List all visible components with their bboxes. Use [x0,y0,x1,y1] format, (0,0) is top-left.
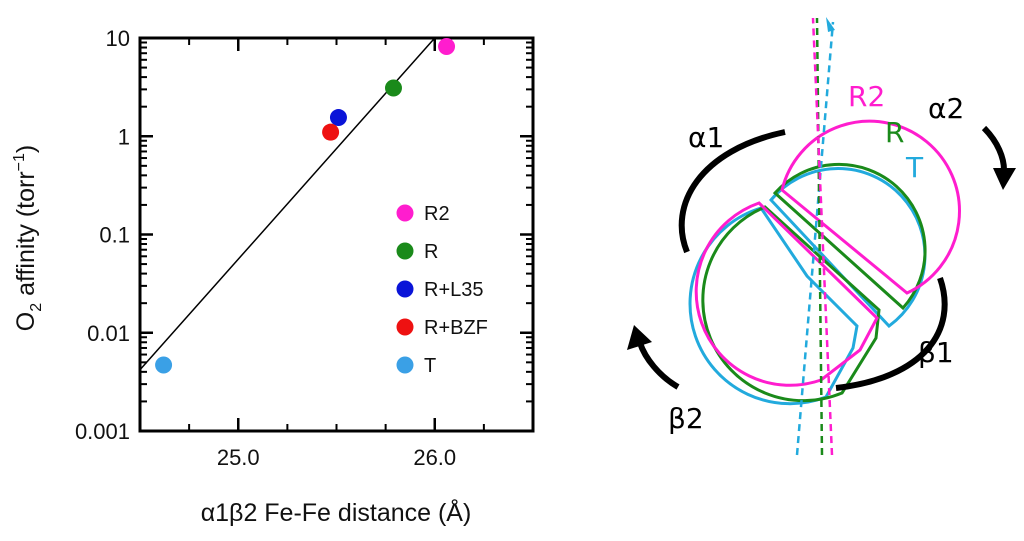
plot-frame [138,36,535,433]
t-axis-dashed [795,21,835,456]
beta1-rotation-arrow [835,277,948,391]
y-tick-label: 0.1 [99,223,130,248]
x-tick-label: 26.0 [413,445,456,470]
legend-label: T [424,355,436,377]
legend: R2 R R+L35 R+BZF T [396,203,488,377]
y-axis-ticks: 0.001 0.01 0.1 1 10 [75,26,533,444]
r2-state-outline [694,119,961,387]
r2-state-label: R2 [848,80,885,113]
data-point-t [155,356,173,374]
y-tick-label: 1 [118,124,130,149]
legend-marker [396,242,414,260]
beta1-label: β1 [918,336,954,369]
data-point-r [384,79,402,97]
x-axis-title: α1β2 Fe-Fe distance (Å) [201,497,472,527]
t-state-label: T [905,151,924,184]
legend-marker [396,204,414,222]
axis-arrowhead-icon [826,17,835,32]
legend-label: R+BZF [424,317,488,339]
x-axis-ticks: 25.0 26.0 [188,38,485,470]
data-points [155,37,456,374]
r-axis-dashed [815,17,824,456]
data-point-r-bzf [322,123,340,141]
y-tick-label: 0.01 [87,321,130,346]
legend-marker [396,280,414,298]
x-tick-label: 25.0 [217,445,260,470]
alpha1-rotation-arrow [678,129,786,254]
y-axis-title: O2 affinity (torr−1) [11,145,45,331]
alpha2-rotation-arrow [981,125,1007,171]
beta2-arrowhead-icon [627,325,652,350]
legend-marker [396,318,414,336]
alpha2-label: α2 [928,92,964,125]
y-tick-label: 10 [106,26,130,51]
r2-axis-dashed [811,17,834,456]
data-point-r2 [438,37,456,55]
legend-marker [396,356,414,374]
alpha1-label: α1 [688,121,724,154]
legend-label: R+L35 [424,279,484,301]
alpha2-arrowhead-icon [993,168,1016,190]
legend-label: R2 [424,203,450,225]
legend-label: R [424,241,438,263]
r-state-label: R [885,116,904,149]
y-tick-label: 0.001 [75,419,130,444]
hemoglobin-quaternary-diagram: α1 α2 β1 β2 R2 R T [627,17,1016,456]
beta2-rotation-arrow [637,341,680,390]
t-state-outline [688,167,927,406]
beta2-label: β2 [668,402,704,435]
data-point-r-l35 [329,109,347,127]
fit-line [139,37,436,371]
